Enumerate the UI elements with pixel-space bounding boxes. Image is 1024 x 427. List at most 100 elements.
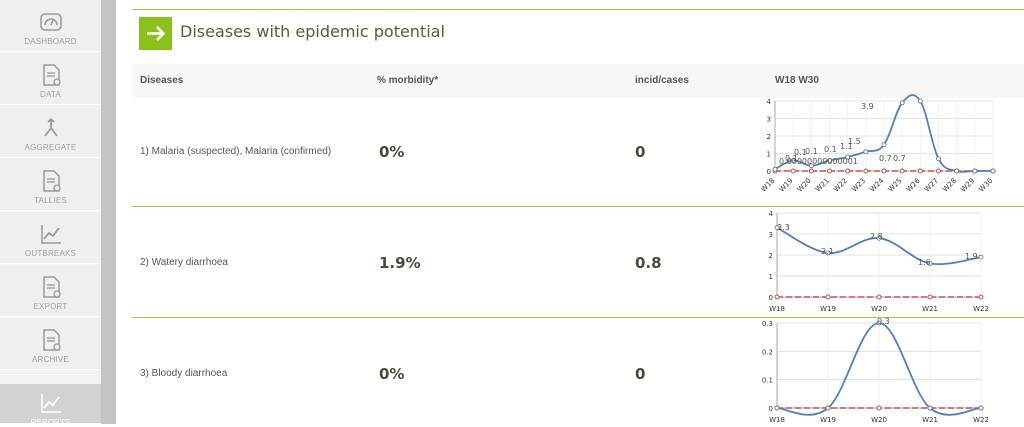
main-point — [927, 405, 933, 411]
y-tick-label: 4 — [769, 210, 774, 218]
incid-value: 0.8 — [635, 254, 662, 272]
disease-name: 3) Bloody diarrhoea — [140, 368, 228, 379]
y-tick-label: 1 — [769, 273, 773, 281]
reference-point — [899, 168, 905, 174]
reference-point — [863, 168, 869, 174]
disease-name: 1) Malaria (suspected), Malaria (confirm… — [140, 146, 332, 157]
sidebar-item-dashboard[interactable]: DASHBOARD — [0, 0, 101, 52]
merge-arrows-icon — [43, 117, 58, 137]
x-tick-label: W28 — [941, 177, 958, 194]
data-label: 0.7 — [893, 154, 906, 163]
reference-point — [876, 405, 882, 411]
data-label: 0.1 — [805, 147, 818, 156]
table-row: 3) Bloody diarrhoea 0% 0 — [132, 318, 1024, 424]
data-label: 0.3 — [877, 317, 890, 326]
x-tick-label: W21 — [814, 177, 831, 194]
reference-point — [936, 168, 941, 174]
main-point — [774, 405, 780, 411]
sidebar-item-archive[interactable]: ARCHIVE — [0, 318, 101, 370]
x-tick-label: W29 — [959, 177, 976, 194]
document-icon — [42, 329, 61, 351]
x-tick-label: W20 — [871, 416, 887, 424]
main-point — [863, 149, 869, 155]
data-label: 0.00000000000001 — [779, 157, 858, 166]
dashboard-gauge-icon — [39, 13, 62, 31]
sidebar-item-data[interactable]: DATA — [0, 53, 101, 105]
bloody-diarrhoea-trend-chart: 0 0.1 0.2 0.3 W18 W19 W20 W21 W22 0.3 — [762, 317, 989, 424]
y-tick-label: 3 — [769, 231, 773, 239]
main-point — [881, 142, 887, 148]
y-tick-label: 0 — [769, 294, 773, 302]
x-tick-label: W30 — [978, 177, 995, 194]
table-row: 1) Malaria (suspected), Malaria (confirm… — [132, 98, 1024, 206]
data-label: 2.1 — [821, 247, 834, 256]
sidebar-item-reports[interactable]: REPORTS — [0, 384, 101, 427]
sidebar-item-outbreaks[interactable]: OUTBREAKS — [0, 212, 101, 264]
data-label: 3.9 — [861, 102, 874, 111]
sidebar: DASHBOARD DATA AGGREGATE TALLIES — [0, 0, 101, 427]
main-point — [899, 100, 905, 106]
data-label: 2.8 — [870, 232, 883, 241]
x-tick-label: W18 — [761, 177, 776, 194]
main-point — [972, 168, 978, 174]
y-tick-label: 0.2 — [762, 348, 773, 356]
sidebar-item-label: ARCHIVE — [32, 355, 69, 364]
reference-point — [881, 168, 887, 174]
arrow-right-icon — [147, 26, 166, 41]
main-point — [808, 163, 814, 169]
main-point — [927, 261, 933, 266]
x-tick-label: W22 — [973, 305, 989, 313]
x-tick-label: W21 — [922, 305, 938, 313]
main-point — [936, 156, 941, 162]
y-tick-label: 0 — [769, 405, 773, 413]
sidebar-item-tallies[interactable]: TALLIES — [0, 159, 101, 211]
reference-point — [927, 294, 933, 300]
document-icon — [42, 170, 61, 192]
sidebar-scrollbar[interactable] — [101, 0, 116, 424]
y-tick-label: 4 — [767, 98, 772, 106]
divider — [132, 206, 1024, 207]
column-header-diseases: Diseases — [140, 75, 184, 86]
data-label: 3.3 — [777, 223, 790, 232]
x-tick-label: W22 — [832, 177, 849, 194]
main-point — [772, 166, 778, 172]
sidebar-item-label: DATA — [40, 90, 61, 99]
line-chart-icon — [40, 394, 61, 413]
column-header-morbidity: % morbidity* — [377, 75, 439, 86]
watery-diarrhoea-trend-chart: 0 1 2 3 4 W18 W19 W20 W21 W22 3.3 2.1 2.8 1.6 1.9 — [769, 210, 989, 313]
section-header-icon — [139, 17, 172, 50]
incid-value: 0 — [635, 365, 646, 383]
main-point — [876, 235, 882, 241]
x-tick-label: W24 — [869, 176, 886, 193]
sidebar-item-label: OUTBREAKS — [24, 249, 77, 258]
data-label: 0.7 — [879, 154, 892, 163]
main-point — [845, 154, 851, 160]
sidebar-item-label: TALLIES — [34, 196, 67, 205]
sidebar-item-export[interactable]: EXPORT — [0, 265, 101, 317]
divider — [132, 9, 1024, 10]
y-tick-label: 0 — [767, 168, 771, 176]
x-tick-label: W21 — [922, 416, 938, 424]
reference-point — [825, 294, 831, 300]
morbidity-value: 0% — [379, 365, 405, 383]
reference-point — [827, 168, 832, 174]
sidebar-item-label: AGGREGATE — [24, 143, 77, 152]
x-tick-label: W22 — [973, 416, 989, 424]
main-point — [954, 168, 960, 174]
data-label: 0.1 — [794, 148, 807, 157]
reference-point — [978, 294, 984, 300]
sidebar-item-aggregate[interactable]: AGGREGATE — [0, 106, 101, 158]
x-tick-label: W19 — [820, 305, 836, 313]
reference-point — [845, 168, 851, 174]
data-label: 1.9 — [965, 252, 978, 261]
main-point — [917, 98, 923, 104]
malaria-trend-chart: 0 1 2 3 4 W18 W19 W20 W21 W22 W23 W24 W25 W26 W27 W28 W2… — [761, 94, 996, 194]
x-tick-label: W19 — [778, 177, 795, 194]
data-label: 1.5 — [848, 137, 861, 146]
x-tick-label: W20 — [796, 177, 813, 194]
x-tick-label: W26 — [905, 176, 922, 193]
main-point — [825, 405, 831, 411]
main-point — [825, 250, 831, 256]
main-point — [990, 168, 996, 174]
x-tick-label: W18 — [769, 305, 785, 313]
